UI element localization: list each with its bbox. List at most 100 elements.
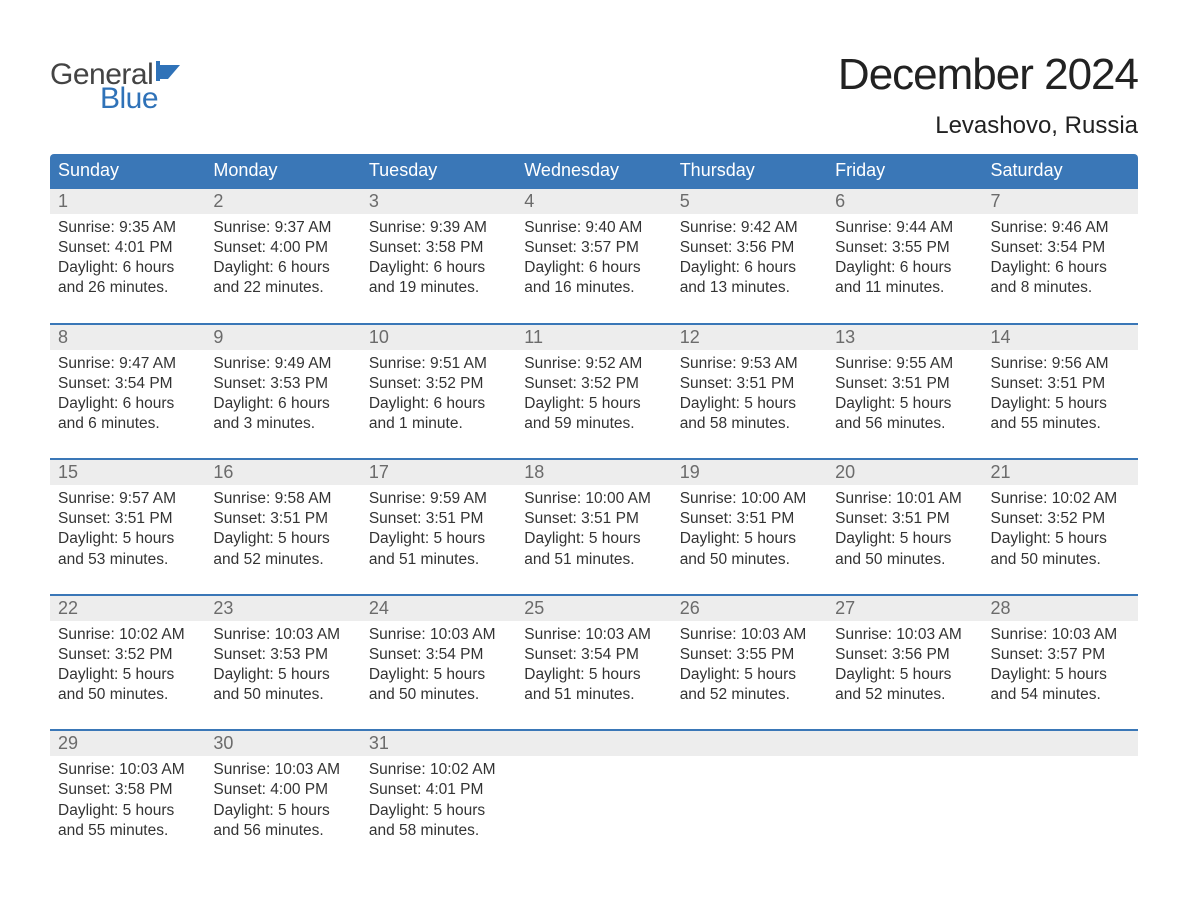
dl2-line: and 55 minutes. — [58, 821, 199, 841]
sunset-line: Sunset: 3:58 PM — [58, 780, 199, 800]
sunrise-line: Sunrise: 9:44 AM — [835, 218, 976, 238]
sunset-line: Sunset: 3:52 PM — [524, 374, 665, 394]
dl1-line: Daylight: 5 hours — [58, 529, 199, 549]
dl2-line: and 51 minutes. — [369, 550, 510, 570]
sunrise-line: Sunrise: 9:40 AM — [524, 218, 665, 238]
day-number: 20 — [835, 462, 855, 482]
calendar-cell: 1Sunrise: 9:35 AMSunset: 4:01 PMDaylight… — [50, 189, 205, 305]
cell-body: Sunrise: 9:40 AMSunset: 3:57 PMDaylight:… — [522, 218, 665, 299]
calendar-cell: 4 Sunrise: 9:40 AMSunset: 3:57 PMDaylight… — [516, 189, 671, 305]
sunrise-line: Sunrise: 10:03 AM — [524, 625, 665, 645]
calendar-cell: 22Sunrise: 10:02 AMSunset: 3:52 PMDaylig… — [50, 596, 205, 712]
sunrise-line: Sunrise: 10:03 AM — [991, 625, 1132, 645]
dl2-line: and 52 minutes. — [835, 685, 976, 705]
day-number-row: 5 — [672, 189, 827, 214]
day-number-row: 27 — [827, 596, 982, 621]
dl2-line: and 50 minutes. — [680, 550, 821, 570]
cell-body: Sunrise: 9:46 AMSunset: 3:54 PMDaylight:… — [989, 218, 1132, 299]
dl2-line: and 54 minutes. — [991, 685, 1132, 705]
cell-body: Sunrise: 10:02 AMSunset: 4:01 PMDaylight… — [367, 760, 510, 841]
day-number-row: 30 — [205, 731, 360, 756]
day-number-row: 15 — [50, 460, 205, 485]
sunrise-line: Sunrise: 10:01 AM — [835, 489, 976, 509]
sunset-line: Sunset: 3:56 PM — [680, 238, 821, 258]
dl1-line: Daylight: 5 hours — [369, 801, 510, 821]
sunrise-line: Sunrise: 9:56 AM — [991, 354, 1132, 374]
day-number-row: 3 — [361, 189, 516, 214]
week-row: 1Sunrise: 9:35 AMSunset: 4:01 PMDaylight… — [50, 187, 1138, 305]
day-number-row: 18 — [516, 460, 671, 485]
dl1-line: Daylight: 5 hours — [835, 529, 976, 549]
header: General Blue December 2024 Levashovo, Ru… — [50, 50, 1138, 140]
sunset-line: Sunset: 4:00 PM — [213, 780, 354, 800]
dl2-line: and 11 minutes. — [835, 278, 976, 298]
dl2-line: and 51 minutes. — [524, 550, 665, 570]
sunset-line: Sunset: 3:51 PM — [680, 374, 821, 394]
cell-body: Sunrise: 10:03 AMSunset: 3:54 PMDaylight… — [367, 625, 510, 706]
cell-body: Sunrise: 9:47 AMSunset: 3:54 PMDaylight:… — [56, 354, 199, 435]
sunset-line: Sunset: 3:51 PM — [991, 374, 1132, 394]
dl2-line: and 56 minutes. — [213, 821, 354, 841]
brand-logo: General Blue — [50, 58, 184, 116]
title-block: December 2024 Levashovo, Russia — [838, 50, 1138, 140]
dl1-line: Daylight: 5 hours — [58, 801, 199, 821]
sunset-line: Sunset: 4:01 PM — [369, 780, 510, 800]
dl2-line: and 52 minutes. — [680, 685, 821, 705]
cell-body: Sunrise: 10:03 AMSunset: 4:00 PMDaylight… — [211, 760, 354, 841]
day-number: 5 — [680, 191, 690, 211]
day-number-row: 23 — [205, 596, 360, 621]
sunset-line: Sunset: 3:52 PM — [369, 374, 510, 394]
dl2-line: and 58 minutes. — [680, 414, 821, 434]
day-number-row: 19 — [672, 460, 827, 485]
sunset-line: Sunset: 3:56 PM — [835, 645, 976, 665]
sunset-line: Sunset: 3:52 PM — [58, 645, 199, 665]
sunset-line: Sunset: 3:53 PM — [213, 374, 354, 394]
day-number: 25 — [524, 598, 544, 618]
sunset-line: Sunset: 3:57 PM — [991, 645, 1132, 665]
cell-body: Sunrise: 9:57 AMSunset: 3:51 PMDaylight:… — [56, 489, 199, 570]
calendar-cell: 2Sunrise: 9:37 AMSunset: 4:00 PMDaylight… — [205, 189, 360, 305]
dl1-line: Daylight: 5 hours — [680, 394, 821, 414]
dl1-line: Daylight: 5 hours — [213, 665, 354, 685]
day-number: 18 — [524, 462, 544, 482]
day-number: 27 — [835, 598, 855, 618]
sunset-line: Sunset: 3:54 PM — [524, 645, 665, 665]
cell-body: Sunrise: 10:03 AMSunset: 3:55 PMDaylight… — [678, 625, 821, 706]
dl2-line: and 26 minutes. — [58, 278, 199, 298]
sunrise-line: Sunrise: 9:53 AM — [680, 354, 821, 374]
day-number-row: 9 — [205, 325, 360, 350]
day-header-friday: Friday — [827, 154, 982, 187]
day-number: 21 — [991, 462, 1011, 482]
dl2-line: and 22 minutes. — [213, 278, 354, 298]
dl1-line: Daylight: 5 hours — [524, 529, 665, 549]
dl2-line: and 55 minutes. — [991, 414, 1132, 434]
week-row: 22Sunrise: 10:02 AMSunset: 3:52 PMDaylig… — [50, 594, 1138, 712]
calendar-cell: 13Sunrise: 9:55 AMSunset: 3:51 PMDayligh… — [827, 325, 982, 441]
sunset-line: Sunset: 3:55 PM — [835, 238, 976, 258]
dl2-line: and 1 minute. — [369, 414, 510, 434]
day-number-row: . — [983, 731, 1138, 756]
dl2-line: and 52 minutes. — [213, 550, 354, 570]
cell-body: Sunrise: 9:39 AMSunset: 3:58 PMDaylight:… — [367, 218, 510, 299]
sunrise-line: Sunrise: 9:37 AM — [213, 218, 354, 238]
dl2-line: and 50 minutes. — [991, 550, 1132, 570]
day-number: 4 — [524, 191, 534, 211]
calendar-cell: 24Sunrise: 10:03 AMSunset: 3:54 PMDaylig… — [361, 596, 516, 712]
dl1-line: Daylight: 5 hours — [213, 529, 354, 549]
sunrise-line: Sunrise: 10:02 AM — [991, 489, 1132, 509]
calendar-cell: . — [983, 731, 1138, 847]
day-number-row: . — [516, 731, 671, 756]
dl2-line: and 50 minutes. — [835, 550, 976, 570]
calendar-cell: 28Sunrise: 10:03 AMSunset: 3:57 PMDaylig… — [983, 596, 1138, 712]
dl1-line: Daylight: 5 hours — [369, 529, 510, 549]
sunset-line: Sunset: 3:54 PM — [991, 238, 1132, 258]
cell-body: Sunrise: 10:03 AMSunset: 3:53 PMDaylight… — [211, 625, 354, 706]
sunrise-line: Sunrise: 10:02 AM — [58, 625, 199, 645]
day-number: 26 — [680, 598, 700, 618]
calendar-cell: 31Sunrise: 10:02 AMSunset: 4:01 PMDaylig… — [361, 731, 516, 847]
sunset-line: Sunset: 3:57 PM — [524, 238, 665, 258]
day-number-row: 2 — [205, 189, 360, 214]
cell-body: Sunrise: 9:56 AMSunset: 3:51 PMDaylight:… — [989, 354, 1132, 435]
day-header-tuesday: Tuesday — [361, 154, 516, 187]
dl1-line: Daylight: 5 hours — [369, 665, 510, 685]
